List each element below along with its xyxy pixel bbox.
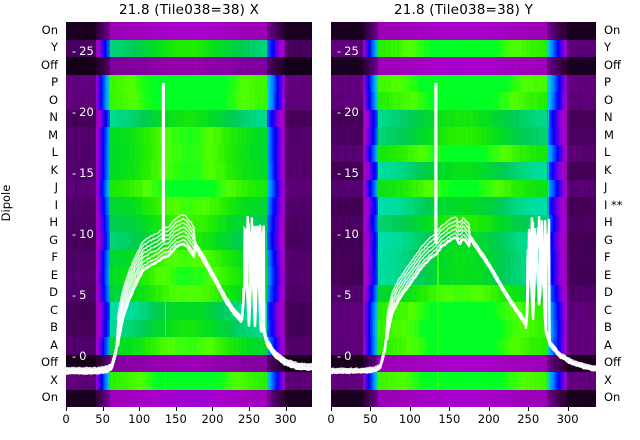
bandpass-trace bbox=[331, 228, 596, 373]
dipole-tick-13: F bbox=[51, 250, 58, 265]
x-tick-mark bbox=[175, 407, 177, 411]
dipole-tick-20: X bbox=[604, 372, 612, 387]
x-tick-mark bbox=[370, 407, 372, 411]
x-tick-label: 300 bbox=[556, 412, 579, 426]
dipole-tick-17: B bbox=[50, 320, 58, 335]
panel-title-y: 21.8 (Tile038=38) Y bbox=[393, 2, 534, 18]
x-tick-mark bbox=[212, 407, 214, 411]
dipole-tick-15: D bbox=[604, 285, 613, 300]
rfi-burst-trace bbox=[524, 215, 552, 347]
y-axis-label: Dipole bbox=[0, 184, 13, 222]
x-tick-mark bbox=[488, 407, 490, 411]
dipole-tick-8: K bbox=[604, 162, 612, 177]
panel-title-x: 21.8 (Tile038=38) X bbox=[118, 2, 260, 18]
dipole-tick-19: Off bbox=[604, 355, 621, 370]
dipole-tick-14: E bbox=[50, 267, 58, 282]
heatmap-canvas bbox=[66, 22, 312, 407]
dipole-tick-6: M bbox=[604, 127, 614, 142]
dipole-tick-12: G bbox=[49, 232, 58, 247]
x-tick-label: 250 bbox=[517, 412, 540, 426]
dipole-tick-3: P bbox=[51, 75, 58, 90]
x-tick-mark bbox=[528, 407, 530, 411]
x-tick-mark bbox=[249, 407, 251, 411]
dipole-tick-15: D bbox=[49, 285, 58, 300]
x-tick-label: 150 bbox=[164, 412, 187, 426]
bandpass-trace bbox=[331, 216, 596, 370]
dipole-tick-6: M bbox=[48, 127, 58, 142]
dipole-tick-16: C bbox=[604, 302, 613, 317]
dipole-tick-3: P bbox=[604, 75, 611, 90]
heatmap-axes-x[interactable]: -0-5-10-15-20-25 bbox=[66, 22, 312, 407]
rfi-spike bbox=[434, 82, 438, 244]
dipole-tick-12: G bbox=[604, 232, 613, 247]
bandpass-trace bbox=[66, 214, 312, 370]
dipole-tick-0: On bbox=[41, 22, 58, 37]
dipole-tick-8: K bbox=[50, 162, 58, 177]
dipole-tick-11: H bbox=[604, 215, 613, 230]
dipole-tick-0: On bbox=[604, 22, 621, 37]
x-tick-mark bbox=[139, 407, 141, 411]
x-tick-label: 150 bbox=[438, 412, 461, 426]
dipole-tick-17: B bbox=[604, 320, 612, 335]
x-axis-right: 0 50 100 150 200 250 300 bbox=[327, 407, 596, 435]
dipole-tick-14: E bbox=[604, 267, 612, 282]
dipole-tick-20: X bbox=[50, 372, 58, 387]
x-tick-mark bbox=[331, 407, 332, 411]
dipole-tick-7: L bbox=[604, 145, 611, 160]
x-tick-mark bbox=[409, 407, 411, 411]
x-tick-mark bbox=[102, 407, 104, 411]
x-tick-mark bbox=[66, 407, 67, 411]
dipole-tick-9: J bbox=[54, 180, 58, 195]
dipole-tick-5: N bbox=[604, 110, 613, 125]
dipole-axis-left: On Y Off P O N M L K J I H G F E D C B A Off X On bbox=[0, 22, 62, 407]
dipole-tick-1: Y bbox=[604, 40, 612, 55]
x-tick-label: 50 bbox=[363, 412, 378, 426]
dipole-tick-2: Off bbox=[604, 57, 621, 72]
dipole-tick-13: F bbox=[604, 250, 611, 265]
dipole-tick-5: N bbox=[49, 110, 58, 125]
dipole-tick-1: Y bbox=[50, 40, 58, 55]
x-tick-mark bbox=[567, 407, 569, 411]
x-tick-label: 0 bbox=[62, 412, 70, 426]
dipole-tick-10: I bbox=[54, 197, 58, 212]
dipole-tick-18: A bbox=[50, 337, 58, 352]
dipole-tick-4: O bbox=[604, 92, 614, 107]
x-tick-label: 250 bbox=[238, 412, 261, 426]
dipole-tick-4: O bbox=[48, 92, 58, 107]
heatmap-axes-y[interactable]: -0-5-10-15-20-25 bbox=[331, 22, 596, 407]
x-tick-mark bbox=[285, 407, 287, 411]
dipole-tick-21: On bbox=[41, 390, 58, 405]
dipole-tick-18: A bbox=[604, 337, 612, 352]
trace-overlay bbox=[331, 82, 596, 375]
x-tick-label: 100 bbox=[128, 412, 151, 426]
dipole-tick-10: I ** bbox=[604, 197, 623, 212]
rfi-burst-trace bbox=[242, 215, 266, 331]
x-tick-label: 200 bbox=[477, 412, 500, 426]
trace-overlay bbox=[66, 82, 312, 375]
dipole-tick-19: Off bbox=[41, 355, 58, 370]
dipole-tick-2: Off bbox=[41, 57, 58, 72]
x-tick-label: 100 bbox=[398, 412, 421, 426]
x-tick-mark bbox=[449, 407, 451, 411]
dipole-tick-9: J bbox=[604, 180, 608, 195]
dipole-tick-16: C bbox=[49, 302, 58, 317]
x-tick-label: 300 bbox=[274, 412, 297, 426]
x-axis-left: 0 50 100 150 200 250 300 bbox=[62, 407, 312, 435]
x-tick-label: 0 bbox=[327, 412, 335, 426]
rfi-spike bbox=[161, 82, 165, 243]
dipole-axis-right: On Y Off P O N M L K J I ** H G F E D C B A Off X On bbox=[600, 22, 640, 407]
x-tick-label: 200 bbox=[201, 412, 224, 426]
dipole-tick-7: L bbox=[51, 145, 58, 160]
dipole-tick-11: H bbox=[49, 215, 58, 230]
x-tick-label: 50 bbox=[95, 412, 110, 426]
dipole-tick-21: On bbox=[604, 390, 621, 405]
